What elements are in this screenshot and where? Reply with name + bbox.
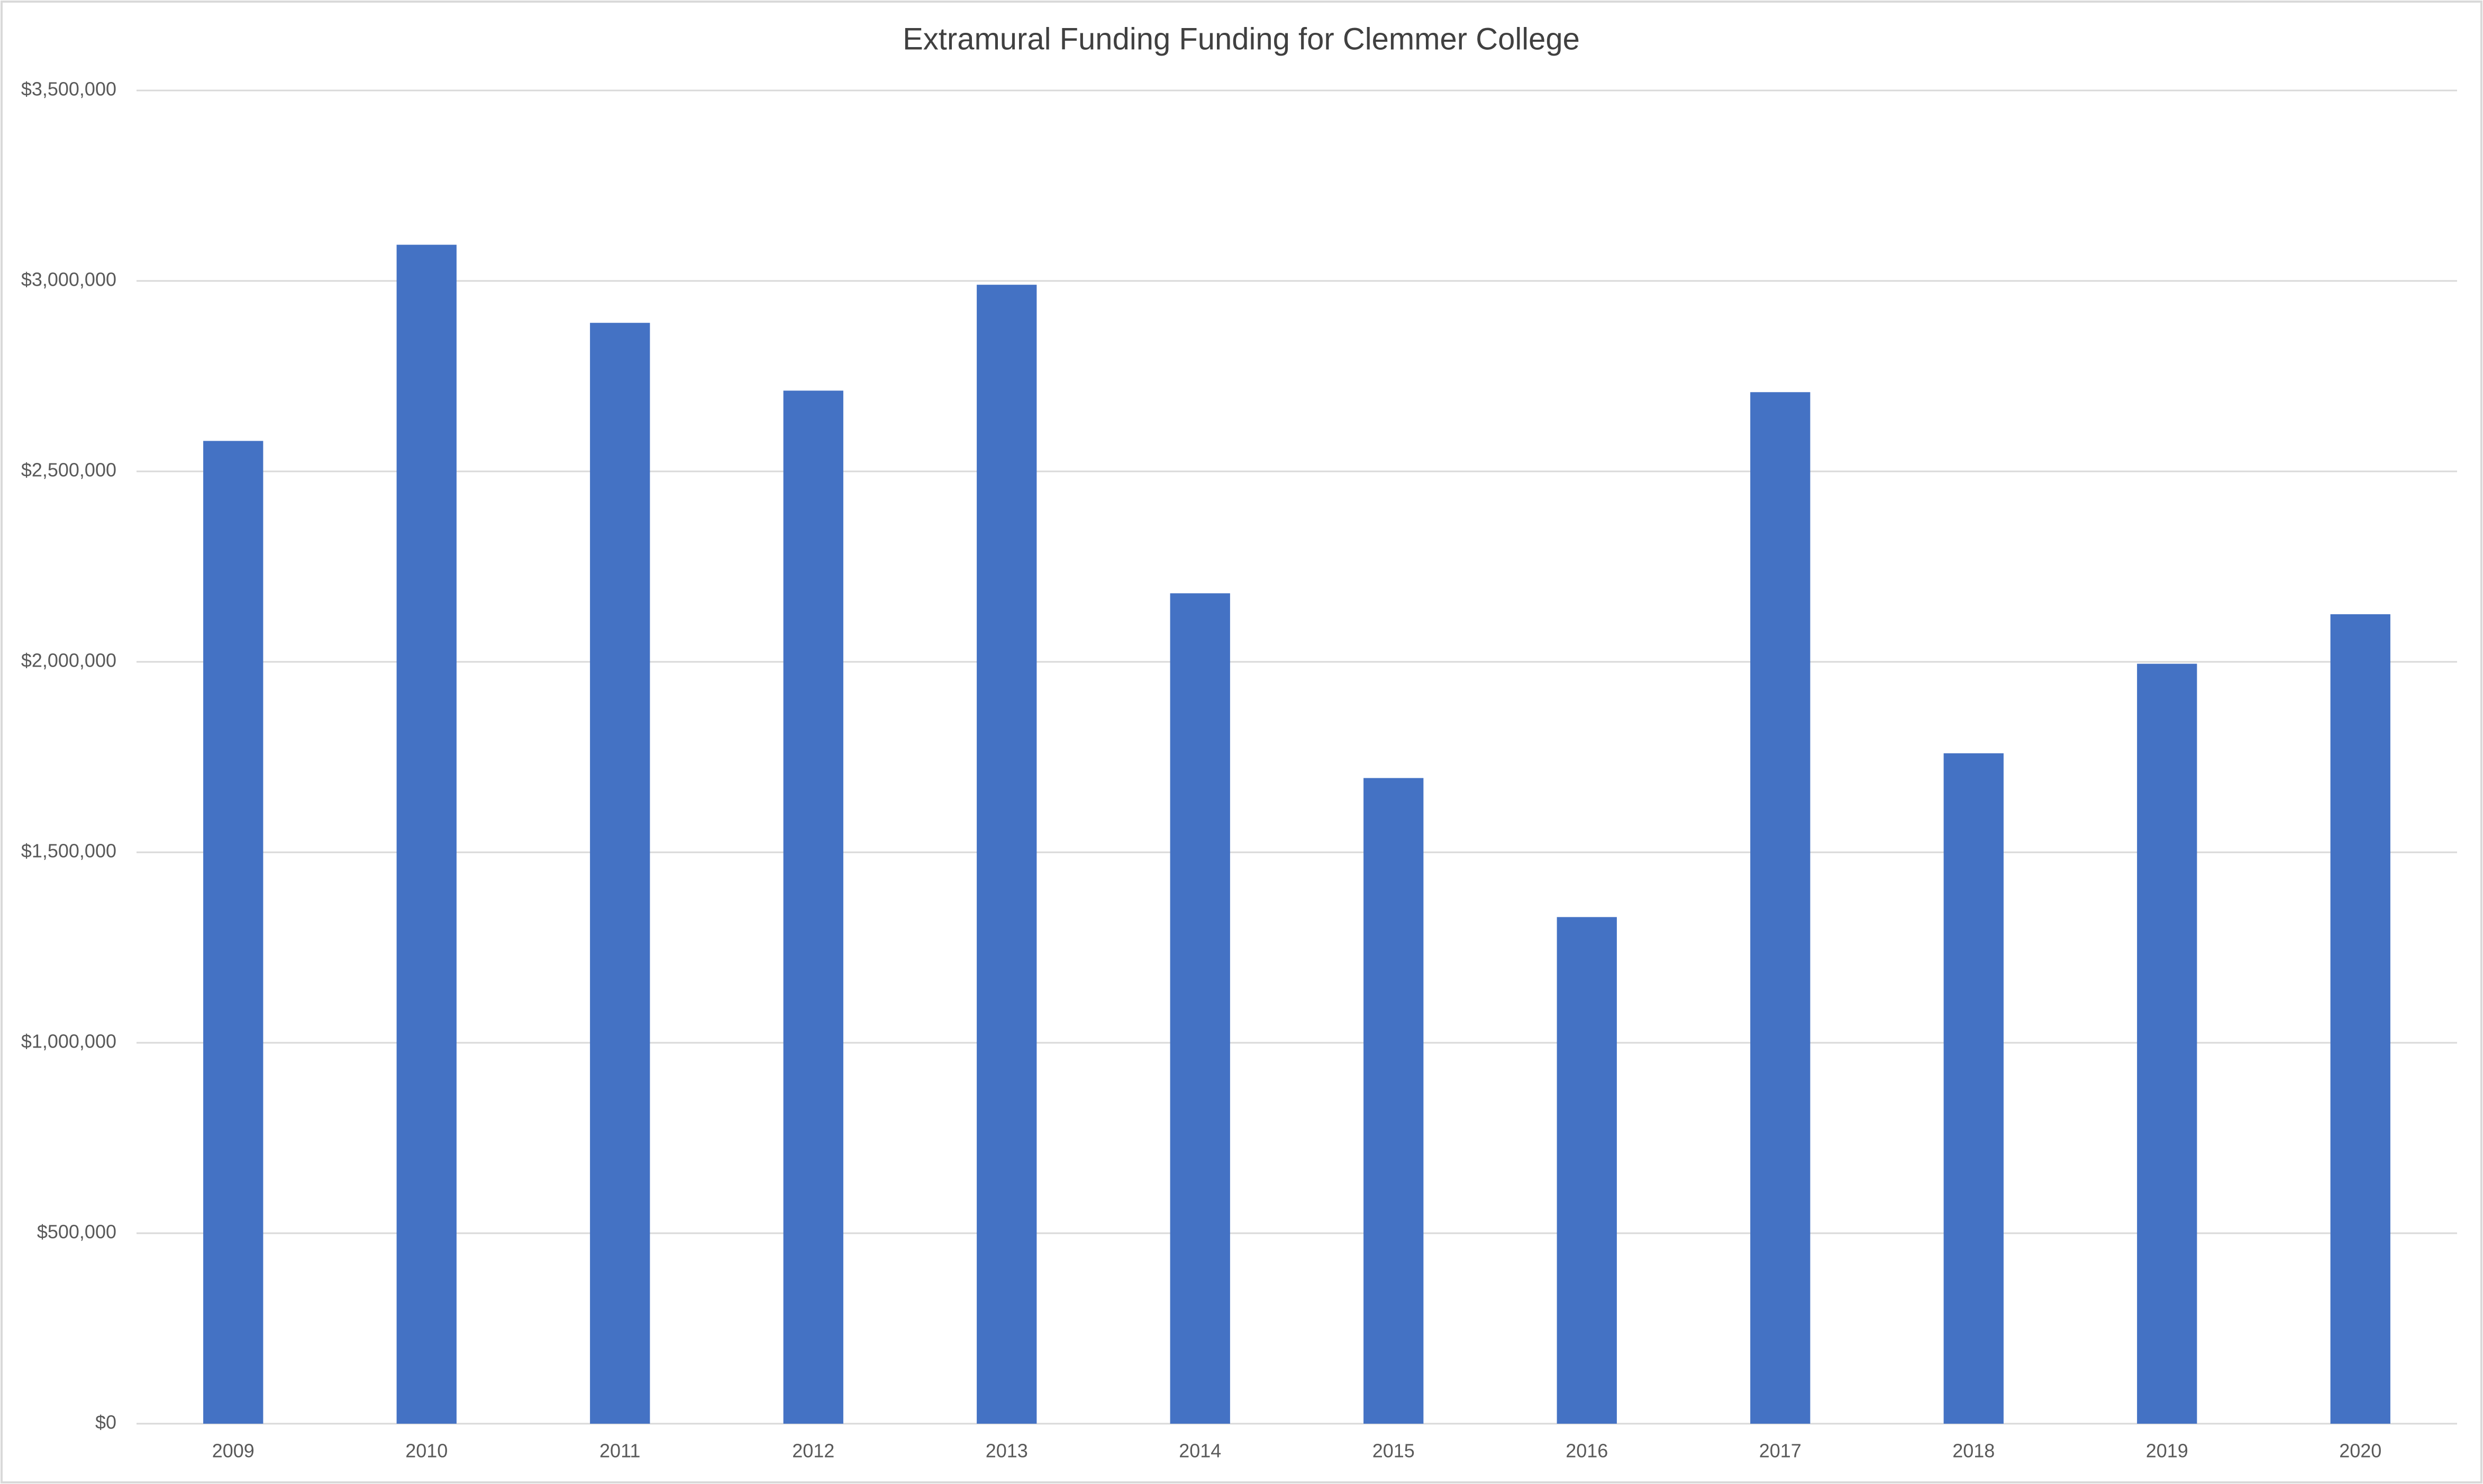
bar [396, 244, 457, 1424]
y-tick-label: $1,000,000 [21, 1031, 116, 1052]
y-tick-label: $3,000,000 [21, 269, 116, 290]
x-tick-label: 2012 [792, 1440, 834, 1462]
bar [590, 323, 650, 1424]
x-tick-label: 2010 [405, 1440, 448, 1462]
x-tick-label: 2011 [599, 1440, 640, 1462]
x-tick-label: 2019 [2146, 1440, 2188, 1462]
bar [783, 390, 843, 1424]
bar [977, 285, 1037, 1424]
bar [1557, 917, 1617, 1424]
x-tick-label: 2014 [1179, 1440, 1221, 1462]
y-tick-label: $0 [95, 1412, 116, 1433]
y-tick-label: $1,500,000 [21, 840, 116, 862]
x-tick-label: 2013 [986, 1440, 1028, 1462]
x-tick-label: 2015 [1372, 1440, 1415, 1462]
x-tick-label: 2016 [1566, 1440, 1608, 1462]
y-tick-label: $500,000 [37, 1221, 116, 1243]
x-tick-label: 2017 [1759, 1440, 1802, 1462]
bar [2330, 614, 2390, 1424]
x-tick-label: 2020 [2339, 1440, 2381, 1462]
y-tick-label: $2,000,000 [21, 650, 116, 671]
bar [203, 441, 263, 1424]
x-tick-label: 2018 [1952, 1440, 1995, 1462]
y-tick-label: $2,500,000 [21, 459, 116, 481]
bar [1170, 593, 1230, 1424]
chart-title: Extramural Funding Funding for Clemmer C… [903, 22, 1580, 56]
bar [2137, 663, 2197, 1424]
bar [1943, 753, 2004, 1424]
y-tick-label: $3,500,000 [21, 78, 116, 100]
bar [1750, 392, 1811, 1424]
bar [1363, 778, 1424, 1424]
x-tick-label: 2009 [212, 1440, 254, 1462]
